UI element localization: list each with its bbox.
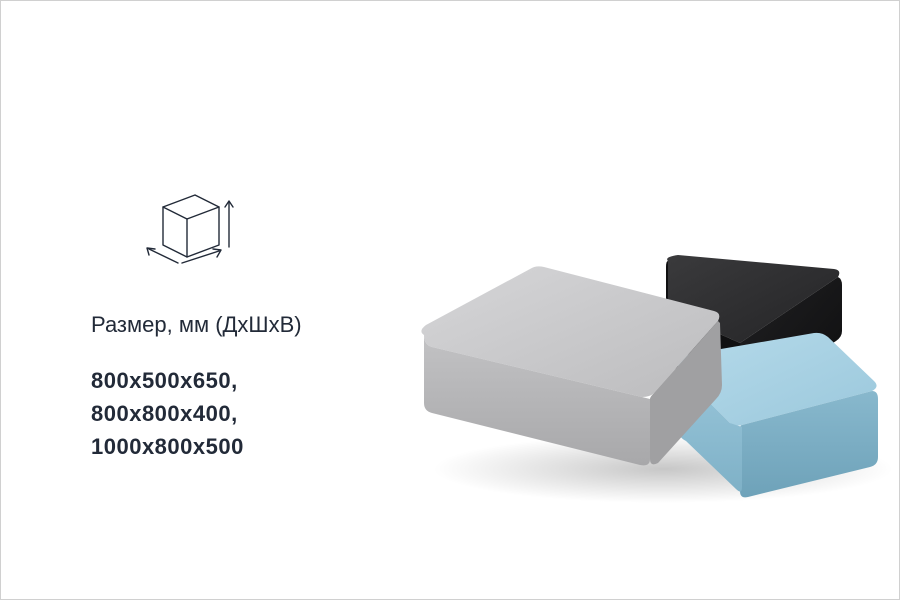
dimension-value: 1000x800x500 bbox=[91, 430, 378, 463]
product-render bbox=[418, 251, 898, 531]
render-panel bbox=[378, 1, 899, 599]
dimensions-cube-icon bbox=[135, 177, 378, 282]
info-panel: Размер, мм (ДxШxВ) 800x500x650, 800x800x… bbox=[1, 137, 378, 463]
dimension-value: 800x500x650, bbox=[91, 364, 378, 397]
layout-container: Размер, мм (ДxШxВ) 800x500x650, 800x800x… bbox=[1, 1, 899, 599]
dimension-value: 800x800x400, bbox=[91, 397, 378, 430]
dimensions-label: Размер, мм (ДxШxВ) bbox=[91, 312, 378, 338]
dimensions-list: 800x500x650, 800x800x400, 1000x800x500 bbox=[91, 364, 378, 463]
